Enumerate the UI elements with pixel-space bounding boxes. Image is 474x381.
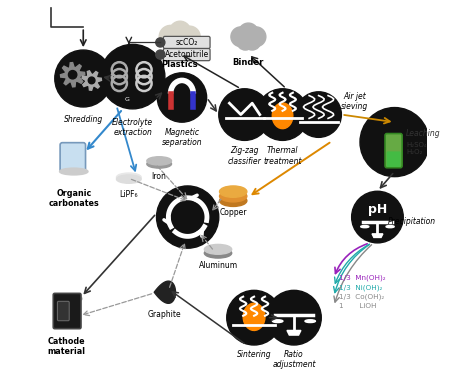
Circle shape [360,107,429,177]
Circle shape [296,92,341,138]
Circle shape [100,44,165,109]
Ellipse shape [219,190,247,202]
Text: H₂SO₄
H₂O₂: H₂SO₄ H₂O₂ [406,142,427,155]
Polygon shape [372,234,383,237]
Circle shape [266,290,321,345]
Text: G: G [125,97,129,102]
Ellipse shape [147,160,172,168]
Ellipse shape [361,226,369,228]
Ellipse shape [163,41,197,48]
Circle shape [231,27,251,46]
Text: Zig-zag
classifier: Zig-zag classifier [228,146,262,166]
Ellipse shape [60,168,88,175]
Circle shape [227,290,282,345]
Circle shape [352,191,403,243]
FancyBboxPatch shape [385,134,402,168]
Text: Organic
carbonates: Organic carbonates [48,189,99,208]
Circle shape [246,27,266,46]
Polygon shape [61,62,85,87]
Text: 1/3  Mn(OH)₂: 1/3 Mn(OH)₂ [339,275,386,281]
Ellipse shape [204,244,232,254]
Ellipse shape [386,226,394,228]
Circle shape [244,34,261,50]
Text: Acetonitrile: Acetonitrile [165,50,209,59]
Text: Precipitation: Precipitation [388,217,436,226]
Text: Shredding: Shredding [64,115,103,123]
Circle shape [167,34,185,51]
Text: scCO₂: scCO₂ [176,38,198,47]
Circle shape [88,77,95,84]
Polygon shape [287,330,301,335]
Circle shape [156,50,165,59]
FancyBboxPatch shape [164,36,210,48]
Ellipse shape [219,186,247,197]
Text: Magnetic
separation: Magnetic separation [162,128,202,147]
Circle shape [238,23,258,43]
Circle shape [169,21,191,42]
Text: LiPF₆: LiPF₆ [119,190,138,199]
Circle shape [177,34,195,51]
Text: Iron: Iron [152,171,167,181]
Text: Copper: Copper [219,208,247,217]
Ellipse shape [273,320,283,323]
FancyBboxPatch shape [53,293,81,329]
Polygon shape [243,303,265,330]
Polygon shape [82,71,101,90]
Polygon shape [272,103,293,129]
Text: 1/3  Ni(OH)₂: 1/3 Ni(OH)₂ [339,284,383,291]
Text: Cathode
material: Cathode material [47,337,85,356]
Text: Thermal
treatment: Thermal treatment [263,146,302,166]
Text: 1       LiOH: 1 LiOH [339,303,377,309]
Text: Aluminum: Aluminum [199,261,237,270]
Circle shape [156,186,219,248]
FancyBboxPatch shape [60,142,85,172]
FancyBboxPatch shape [387,151,401,167]
Polygon shape [154,281,175,303]
Text: pH: pH [368,203,387,216]
Circle shape [55,50,112,107]
Circle shape [159,26,182,48]
Text: Air jet
sieving: Air jet sieving [341,92,368,111]
Text: Leaching: Leaching [406,129,440,138]
Text: 1/3  Co(OH)₂: 1/3 Co(OH)₂ [339,293,385,300]
Text: Plastics: Plastics [162,59,199,69]
Circle shape [156,38,165,47]
FancyBboxPatch shape [164,48,210,61]
FancyBboxPatch shape [57,301,69,321]
Circle shape [179,26,200,47]
Ellipse shape [219,195,247,207]
Text: Sintering: Sintering [237,350,272,359]
Ellipse shape [117,173,141,181]
Ellipse shape [305,320,315,323]
Circle shape [219,89,270,140]
Text: Ratio
adjustment: Ratio adjustment [272,350,316,369]
Ellipse shape [117,175,141,183]
Circle shape [237,34,254,50]
Text: Binder: Binder [233,58,264,67]
Circle shape [68,70,77,79]
Text: Electrolyte
extraction: Electrolyte extraction [112,118,153,137]
Circle shape [157,73,207,122]
Text: Graphite: Graphite [148,310,182,319]
Ellipse shape [147,157,172,165]
Ellipse shape [204,248,232,258]
Circle shape [257,89,309,140]
Ellipse shape [54,295,82,302]
